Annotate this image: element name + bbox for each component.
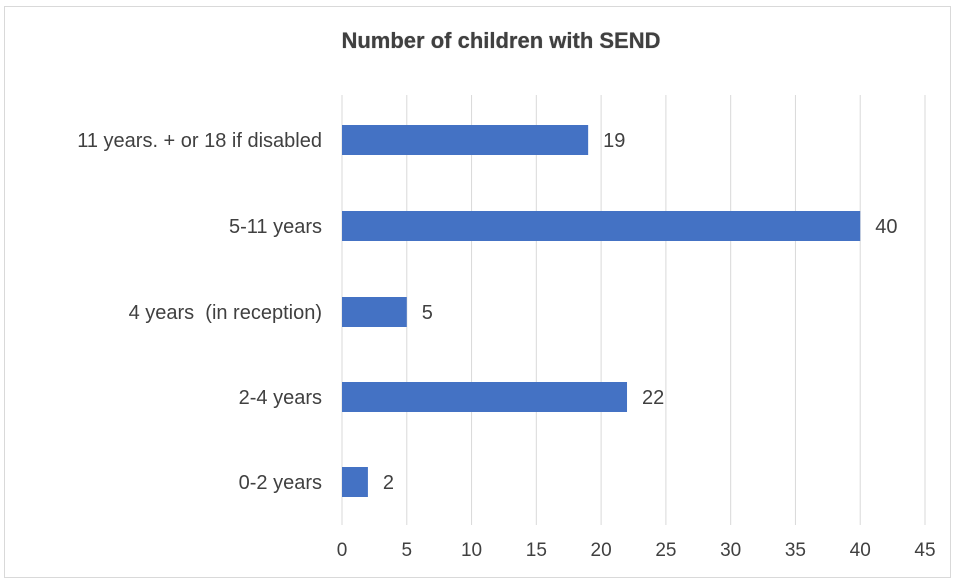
category-label: 0-2 years: [239, 472, 322, 494]
chart-frame: [4, 6, 951, 578]
data-label: 5: [422, 302, 433, 324]
bars: [342, 125, 861, 497]
category-labels: 11 years. + or 18 if disabled 5-11 years 4…: [77, 130, 322, 494]
data-label: 40: [875, 216, 897, 238]
bar: [342, 467, 368, 497]
category-label: 4 years (in reception): [129, 302, 322, 324]
x-tick-label: 30: [720, 540, 741, 561]
data-label: 19: [603, 130, 625, 152]
category-label: 11 years. + or 18 if disabled: [77, 130, 322, 152]
x-tick-label: 10: [461, 540, 482, 561]
grid-lines: [341, 95, 926, 525]
x-tick-label: 35: [785, 540, 806, 561]
bar: [342, 382, 628, 412]
chart-title: Number of children with SEND: [341, 28, 661, 53]
category-label: 5-11 years: [229, 216, 322, 238]
data-label: 2: [383, 472, 394, 494]
x-tick-labels: 0 5 10 15 20 25 30 35 40 45: [337, 540, 936, 561]
x-tick-label: 45: [914, 540, 935, 561]
bar: [342, 211, 861, 241]
bar: [342, 297, 407, 327]
x-tick-label: 15: [526, 540, 547, 561]
x-tick-label: 40: [850, 540, 871, 561]
x-tick-label: 20: [591, 540, 612, 561]
x-tick-label: 0: [337, 540, 348, 561]
x-tick-label: 25: [655, 540, 676, 561]
data-label: 22: [642, 387, 664, 409]
category-label: 2-4 years: [239, 387, 322, 409]
bar: [342, 125, 589, 155]
x-tick-label: 5: [401, 540, 412, 561]
